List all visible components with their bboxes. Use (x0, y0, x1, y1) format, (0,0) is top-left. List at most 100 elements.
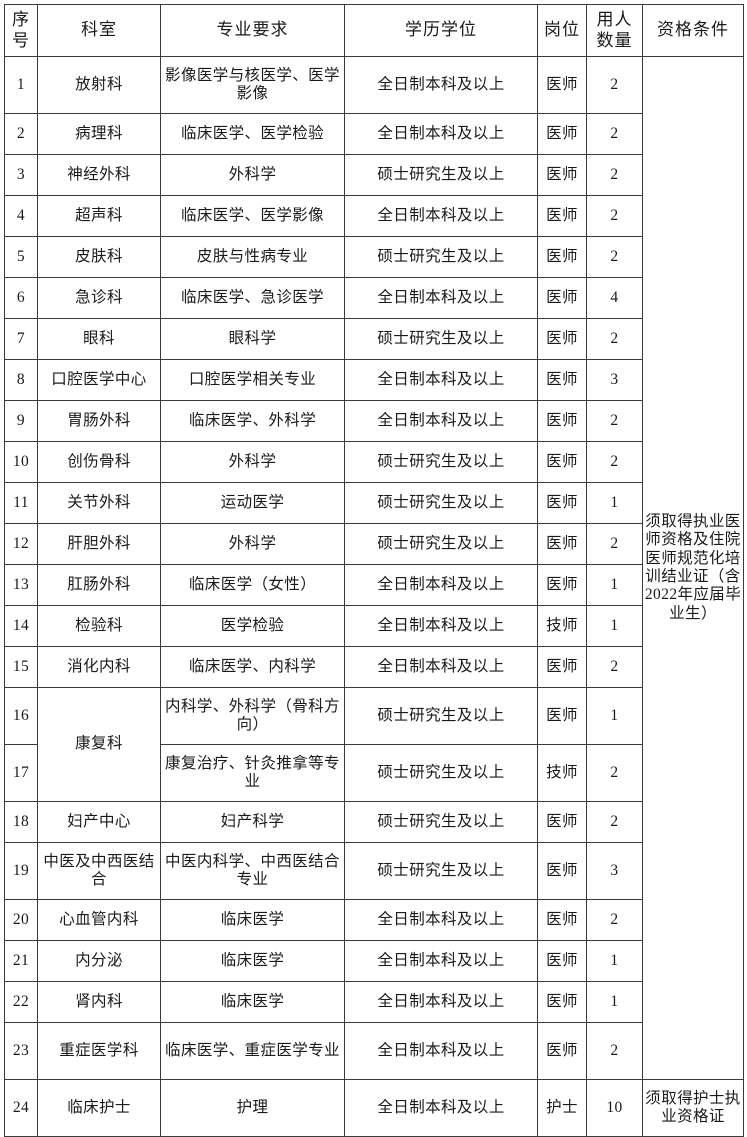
cell-headcount: 1 (586, 981, 643, 1023)
cell-degree: 全日制本科及以上 (344, 940, 538, 982)
cell-department: 消化内科 (37, 646, 161, 688)
cell-degree: 全日制本科及以上 (344, 605, 538, 647)
cell-post: 医师 (537, 154, 587, 196)
cell-post: 医师 (537, 801, 587, 843)
cell-sequence: 15 (4, 646, 38, 688)
cell-department: 急诊科 (37, 277, 161, 319)
cell-major-requirement: 临床医学、医学检验 (160, 113, 345, 155)
table-row: 20 心血管内科 临床医学 全日制本科及以上 医师 2 (4, 899, 744, 941)
cell-department: 重症医学科 (37, 1022, 161, 1080)
table-row: 9 胃肠外科 临床医学、外科学 全日制本科及以上 医师 2 (4, 400, 744, 442)
cell-post: 医师 (537, 195, 587, 237)
cell-department: 口腔医学中心 (37, 359, 161, 401)
cell-major-requirement: 口腔医学相关专业 (160, 359, 345, 401)
cell-sequence: 7 (4, 318, 38, 360)
cell-post: 医师 (537, 482, 587, 524)
column-header-qualification: 资格条件 (642, 4, 744, 57)
cell-headcount: 4 (586, 277, 643, 319)
cell-post: 医师 (537, 236, 587, 278)
table-row: 14 检验科 医学检验 全日制本科及以上 技师 1 (4, 605, 744, 647)
table-row: 22 肾内科 临床医学 全日制本科及以上 医师 1 (4, 981, 744, 1023)
cell-sequence: 3 (4, 154, 38, 196)
column-header-department: 科室 (37, 4, 161, 57)
cell-post: 医师 (537, 646, 587, 688)
table-header-row: 序 号 科室 专业要求 学历学位 岗位 用人 数量 资格条件 (4, 4, 744, 57)
cell-headcount: 10 (586, 1079, 643, 1137)
table-row: 4 超声科 临床医学、医学影像 全日制本科及以上 医师 2 (4, 195, 744, 237)
cell-major-requirement: 影像医学与核医学、医学影像 (160, 56, 345, 114)
cell-department: 眼科 (37, 318, 161, 360)
cell-sequence: 13 (4, 564, 38, 606)
cell-post: 医师 (537, 113, 587, 155)
cell-sequence: 24 (4, 1079, 38, 1137)
cell-headcount: 1 (586, 482, 643, 524)
cell-headcount: 2 (586, 441, 643, 483)
cell-major-requirement: 临床医学、医学影像 (160, 195, 345, 237)
table-row: 19 中医及中西医结合 中医内科学、中西医结合专业 硕士研究生及以上 医师 3 (4, 842, 744, 900)
cell-sequence: 12 (4, 523, 38, 565)
cell-department: 超声科 (37, 195, 161, 237)
cell-major-requirement: 临床医学 (160, 940, 345, 982)
cell-major-requirement: 中医内科学、中西医结合专业 (160, 842, 345, 900)
cell-headcount: 2 (586, 1022, 643, 1080)
cell-major-requirement: 临床医学、外科学 (160, 400, 345, 442)
column-header-sequence-line1: 序 (12, 10, 30, 30)
table-row: 13 肛肠外科 临床医学（女性） 全日制本科及以上 医师 1 (4, 564, 744, 606)
cell-post: 医师 (537, 400, 587, 442)
cell-degree: 硕士研究生及以上 (344, 318, 538, 360)
cell-department: 妇产中心 (37, 801, 161, 843)
table-row: 21 内分泌 临床医学 全日制本科及以上 医师 1 (4, 940, 744, 982)
cell-major-requirement: 妇产科学 (160, 801, 345, 843)
cell-major-requirement: 外科学 (160, 523, 345, 565)
cell-degree: 全日制本科及以上 (344, 359, 538, 401)
cell-sequence: 5 (4, 236, 38, 278)
table-row: 24 临床护士 护理 全日制本科及以上 护士 10 须取得护士执业资格证 (4, 1079, 744, 1137)
cell-headcount: 2 (586, 523, 643, 565)
cell-headcount: 2 (586, 154, 643, 196)
cell-qualification-nurse: 须取得护士执业资格证 (642, 1079, 744, 1137)
cell-post: 医师 (537, 523, 587, 565)
table-row: 7 眼科 眼科学 硕士研究生及以上 医师 2 (4, 318, 744, 360)
cell-degree: 硕士研究生及以上 (344, 441, 538, 483)
cell-post: 医师 (537, 981, 587, 1023)
cell-degree: 全日制本科及以上 (344, 899, 538, 941)
cell-degree: 全日制本科及以上 (344, 1079, 538, 1137)
cell-department: 检验科 (37, 605, 161, 647)
cell-headcount: 2 (586, 899, 643, 941)
cell-post: 医师 (537, 277, 587, 319)
table-row: 1 放射科 影像医学与核医学、医学影像 全日制本科及以上 医师 2 须取得执业医师资格及住院… (4, 56, 744, 1080)
column-header-sequence: 序 号 (4, 4, 38, 57)
cell-major-requirement: 外科学 (160, 441, 345, 483)
cell-headcount: 2 (586, 113, 643, 155)
cell-major-requirement: 康复治疗、针灸推拿等专业 (160, 744, 345, 802)
cell-headcount: 2 (586, 195, 643, 237)
cell-department: 中医及中西医结合 (37, 842, 161, 900)
cell-sequence: 11 (4, 482, 38, 524)
cell-department: 胃肠外科 (37, 400, 161, 442)
table-row: 12 肝胆外科 外科学 硕士研究生及以上 医师 2 (4, 523, 744, 565)
cell-degree: 硕士研究生及以上 (344, 154, 538, 196)
cell-sequence: 1 (4, 56, 38, 114)
cell-sequence: 17 (4, 744, 38, 802)
cell-qualification-merged-doctor: 须取得执业医师资格及住院医师规范化培训结业证（含2022年应届毕业生） (642, 56, 744, 1080)
cell-degree: 全日制本科及以上 (344, 113, 538, 155)
cell-major-requirement: 运动医学 (160, 482, 345, 524)
column-header-degree: 学历学位 (344, 4, 538, 57)
column-header-sequence-line2: 号 (12, 30, 30, 50)
cell-degree: 硕士研究生及以上 (344, 801, 538, 843)
cell-sequence: 14 (4, 605, 38, 647)
table-body: 1 放射科 影像医学与核医学、医学影像 全日制本科及以上 医师 2 须取得执业医师资格及住院… (4, 56, 744, 1137)
table-row: 16 康复科 内科学、外科学（骨科方向） 硕士研究生及以上 医师 1 (4, 687, 744, 802)
cell-major-requirement: 临床医学、急诊医学 (160, 277, 345, 319)
table-row: 15 消化内科 临床医学、内科学 全日制本科及以上 医师 2 (4, 646, 744, 688)
table-row: 8 口腔医学中心 口腔医学相关专业 全日制本科及以上 医师 3 (4, 359, 744, 401)
cell-degree: 硕士研究生及以上 (344, 687, 538, 745)
column-header-headcount-line1: 用人 (596, 10, 633, 30)
cell-major-requirement: 医学检验 (160, 605, 345, 647)
table-row: 17 康复治疗、针灸推拿等专业 硕士研究生及以上 技师 2 (4, 744, 744, 802)
column-header-headcount: 用人 数量 (586, 4, 643, 57)
cell-major-requirement: 护理 (160, 1079, 345, 1137)
cell-post: 技师 (537, 744, 587, 802)
cell-major-requirement: 临床医学、内科学 (160, 646, 345, 688)
cell-post: 医师 (537, 899, 587, 941)
